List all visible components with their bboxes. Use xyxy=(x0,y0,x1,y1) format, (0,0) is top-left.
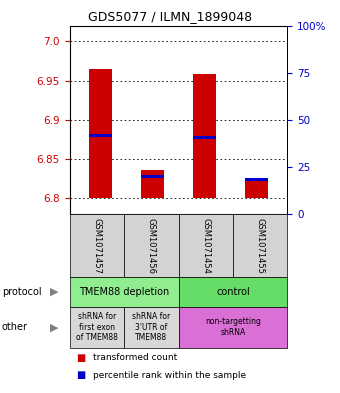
Bar xyxy=(244,178,268,181)
Text: GDS5077 / ILMN_1899048: GDS5077 / ILMN_1899048 xyxy=(88,10,252,23)
Text: GSM1071457: GSM1071457 xyxy=(92,218,101,274)
Text: other: other xyxy=(2,322,28,332)
Text: GSM1071456: GSM1071456 xyxy=(147,218,156,274)
Text: ■: ■ xyxy=(76,353,86,363)
Text: shRNA for
3'UTR of
TMEM88: shRNA for 3'UTR of TMEM88 xyxy=(132,312,170,342)
Bar xyxy=(89,69,113,198)
Text: control: control xyxy=(216,287,250,297)
Text: ▶: ▶ xyxy=(50,287,58,297)
Text: TMEM88 depletion: TMEM88 depletion xyxy=(79,287,169,297)
Text: protocol: protocol xyxy=(2,287,41,297)
Text: percentile rank within the sample: percentile rank within the sample xyxy=(94,371,246,380)
Text: ■: ■ xyxy=(76,370,86,380)
Bar xyxy=(244,180,268,198)
Bar xyxy=(89,134,113,137)
Bar xyxy=(193,136,216,139)
Text: transformed count: transformed count xyxy=(94,353,178,362)
Bar xyxy=(141,170,164,198)
Bar xyxy=(193,74,216,198)
Text: GSM1071455: GSM1071455 xyxy=(256,218,265,274)
Text: ▶: ▶ xyxy=(50,322,58,332)
Text: GSM1071454: GSM1071454 xyxy=(201,218,210,274)
Text: shRNA for
first exon
of TMEM88: shRNA for first exon of TMEM88 xyxy=(76,312,118,342)
Text: non-targetting
shRNA: non-targetting shRNA xyxy=(205,318,261,337)
Bar xyxy=(141,175,164,178)
